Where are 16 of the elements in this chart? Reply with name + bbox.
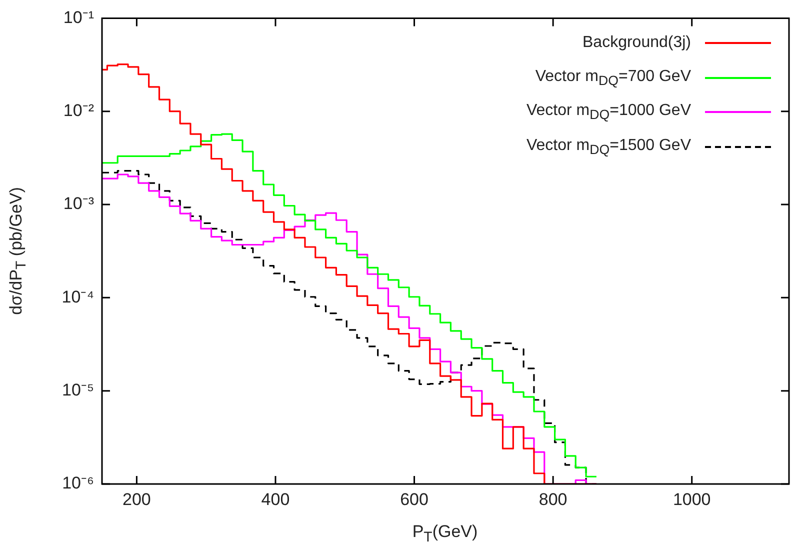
x-tick-label: 400 (261, 490, 290, 509)
y-tick-label: 10⁻³ (63, 194, 94, 214)
y-tick-label: 10⁻⁴ (62, 287, 94, 306)
legend-label: Vector m$_{DQ}$=1000 GeV (526, 102, 691, 122)
y-tick-label: 10⁻² (63, 101, 94, 120)
x-tick-label: 800 (538, 490, 568, 509)
x-axis-title: P$_{T}$(GeV) (412, 522, 478, 546)
x-tick-label: 1000 (672, 490, 711, 509)
legend-label: Background(3j) (582, 34, 691, 52)
y-tick-label: 10⁻⁵ (62, 380, 94, 400)
x-tick-label: 600 (400, 490, 428, 509)
y-tick-label: 10⁻⁶ (62, 474, 94, 493)
legend-label: Vector m$_{DQ}$=1500 GeV (526, 136, 691, 157)
x-tick-label: 200 (122, 490, 151, 509)
legend-label: Vector m$_{DQ}$=700 GeV (535, 68, 691, 88)
y-tick-label: 10⁻¹ (63, 8, 94, 27)
